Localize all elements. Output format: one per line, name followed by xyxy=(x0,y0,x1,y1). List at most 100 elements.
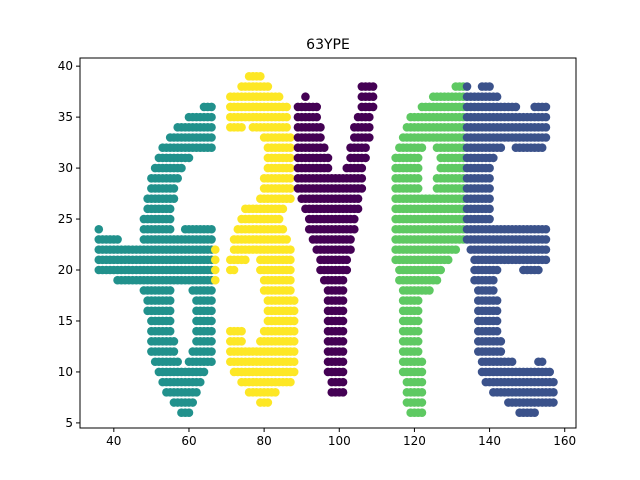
scatter-point xyxy=(436,265,446,275)
scatter-point xyxy=(489,153,498,163)
scatter-point xyxy=(549,398,558,407)
chart-title: 63YPE xyxy=(306,37,350,53)
series-3 xyxy=(293,82,378,397)
scatter-point xyxy=(338,367,348,377)
scatter-point xyxy=(413,153,423,163)
scatter-point xyxy=(507,357,517,367)
x-tick-label: 120 xyxy=(403,434,426,448)
scatter-point xyxy=(301,92,310,102)
scatter-point xyxy=(492,265,502,275)
scatter-point xyxy=(338,388,348,397)
scatter-point xyxy=(177,163,186,173)
scatter-point xyxy=(541,255,551,265)
x-axis: 40 60 80 100 120 140 160 xyxy=(106,428,576,448)
scatter-point xyxy=(286,133,295,142)
scatter-point xyxy=(210,245,220,254)
scatter-point xyxy=(319,143,329,152)
scatter-point xyxy=(289,326,299,336)
x-tick-label: 160 xyxy=(553,434,576,448)
scatter-point xyxy=(541,224,551,234)
scatter-point xyxy=(286,286,295,295)
scatter-point xyxy=(165,296,175,305)
x-tick-label: 60 xyxy=(181,434,196,448)
scatter-point xyxy=(346,235,355,244)
scatter-point xyxy=(417,398,427,407)
y-tick-label: 15 xyxy=(58,314,73,328)
scatter-point xyxy=(541,235,551,244)
scatter-point xyxy=(338,326,348,336)
scatter-point xyxy=(165,326,175,336)
scatter-point xyxy=(169,194,179,203)
scatter-point xyxy=(342,265,352,275)
scatter-point xyxy=(286,163,295,173)
scatter-point xyxy=(274,214,284,224)
scatter-point xyxy=(432,275,442,285)
scatter-point xyxy=(413,306,423,316)
scatter-point xyxy=(368,82,378,91)
scatter-point xyxy=(496,337,506,346)
scatter-point xyxy=(312,112,322,122)
scatter-point xyxy=(169,184,179,193)
y-tick-label: 5 xyxy=(65,416,73,430)
scatter-point xyxy=(365,123,374,132)
scatter-point xyxy=(286,265,295,275)
scatter-point xyxy=(496,347,506,356)
y-tick-label: 20 xyxy=(58,263,73,277)
scatter-point xyxy=(462,82,472,91)
scatter-point xyxy=(549,377,558,387)
scatter-point xyxy=(417,388,427,397)
scatter-point xyxy=(173,173,182,183)
scatter-point xyxy=(413,163,423,173)
scatter-point xyxy=(237,326,246,336)
scatter-point xyxy=(368,92,378,102)
scatter-point xyxy=(451,245,461,254)
scatter-point xyxy=(413,347,423,356)
scatter-point xyxy=(282,235,291,244)
scatter-point xyxy=(492,306,502,316)
scatter-point xyxy=(113,235,122,244)
scatter-point xyxy=(207,306,216,316)
x-tick-label: 80 xyxy=(256,434,271,448)
scatter-point xyxy=(207,112,216,122)
scatter-point xyxy=(289,347,299,356)
scatter-point xyxy=(289,357,299,367)
y-tick-label: 35 xyxy=(58,110,73,124)
scatter-point xyxy=(346,245,355,254)
scatter-point xyxy=(263,398,273,407)
scatter-point xyxy=(282,112,291,122)
scatter-point xyxy=(413,184,423,193)
series-4 xyxy=(391,82,468,418)
scatter-points xyxy=(94,72,558,418)
scatter-point xyxy=(286,245,295,254)
scatter-point xyxy=(357,163,367,173)
scatter-point xyxy=(286,194,295,203)
scatter-point xyxy=(496,143,506,152)
scatter-point xyxy=(417,357,427,367)
scatter-point xyxy=(417,367,427,377)
scatter-point xyxy=(365,112,374,122)
scatter-point xyxy=(365,133,374,142)
scatter-point xyxy=(350,214,359,224)
series-1 xyxy=(94,102,216,418)
scatter-point xyxy=(282,123,291,132)
scatter-point xyxy=(485,204,494,214)
scatter-point xyxy=(485,214,494,224)
scatter-point xyxy=(541,245,551,254)
scatter-point xyxy=(207,357,216,367)
x-tick-label: 40 xyxy=(106,434,121,448)
scatter-point xyxy=(94,224,104,234)
scatter-point xyxy=(485,194,494,203)
scatter-point xyxy=(530,408,539,418)
scatter-point xyxy=(207,347,216,356)
scatter-point xyxy=(165,214,175,224)
scatter-point xyxy=(413,296,423,305)
scatter-point xyxy=(169,337,179,346)
scatter-point xyxy=(165,286,175,295)
scatter-point xyxy=(286,143,295,152)
scatter-point xyxy=(492,326,502,336)
scatter-point xyxy=(274,92,284,102)
scatter-point xyxy=(256,72,265,81)
scatter-point xyxy=(350,224,359,234)
scatter-point xyxy=(485,184,494,193)
